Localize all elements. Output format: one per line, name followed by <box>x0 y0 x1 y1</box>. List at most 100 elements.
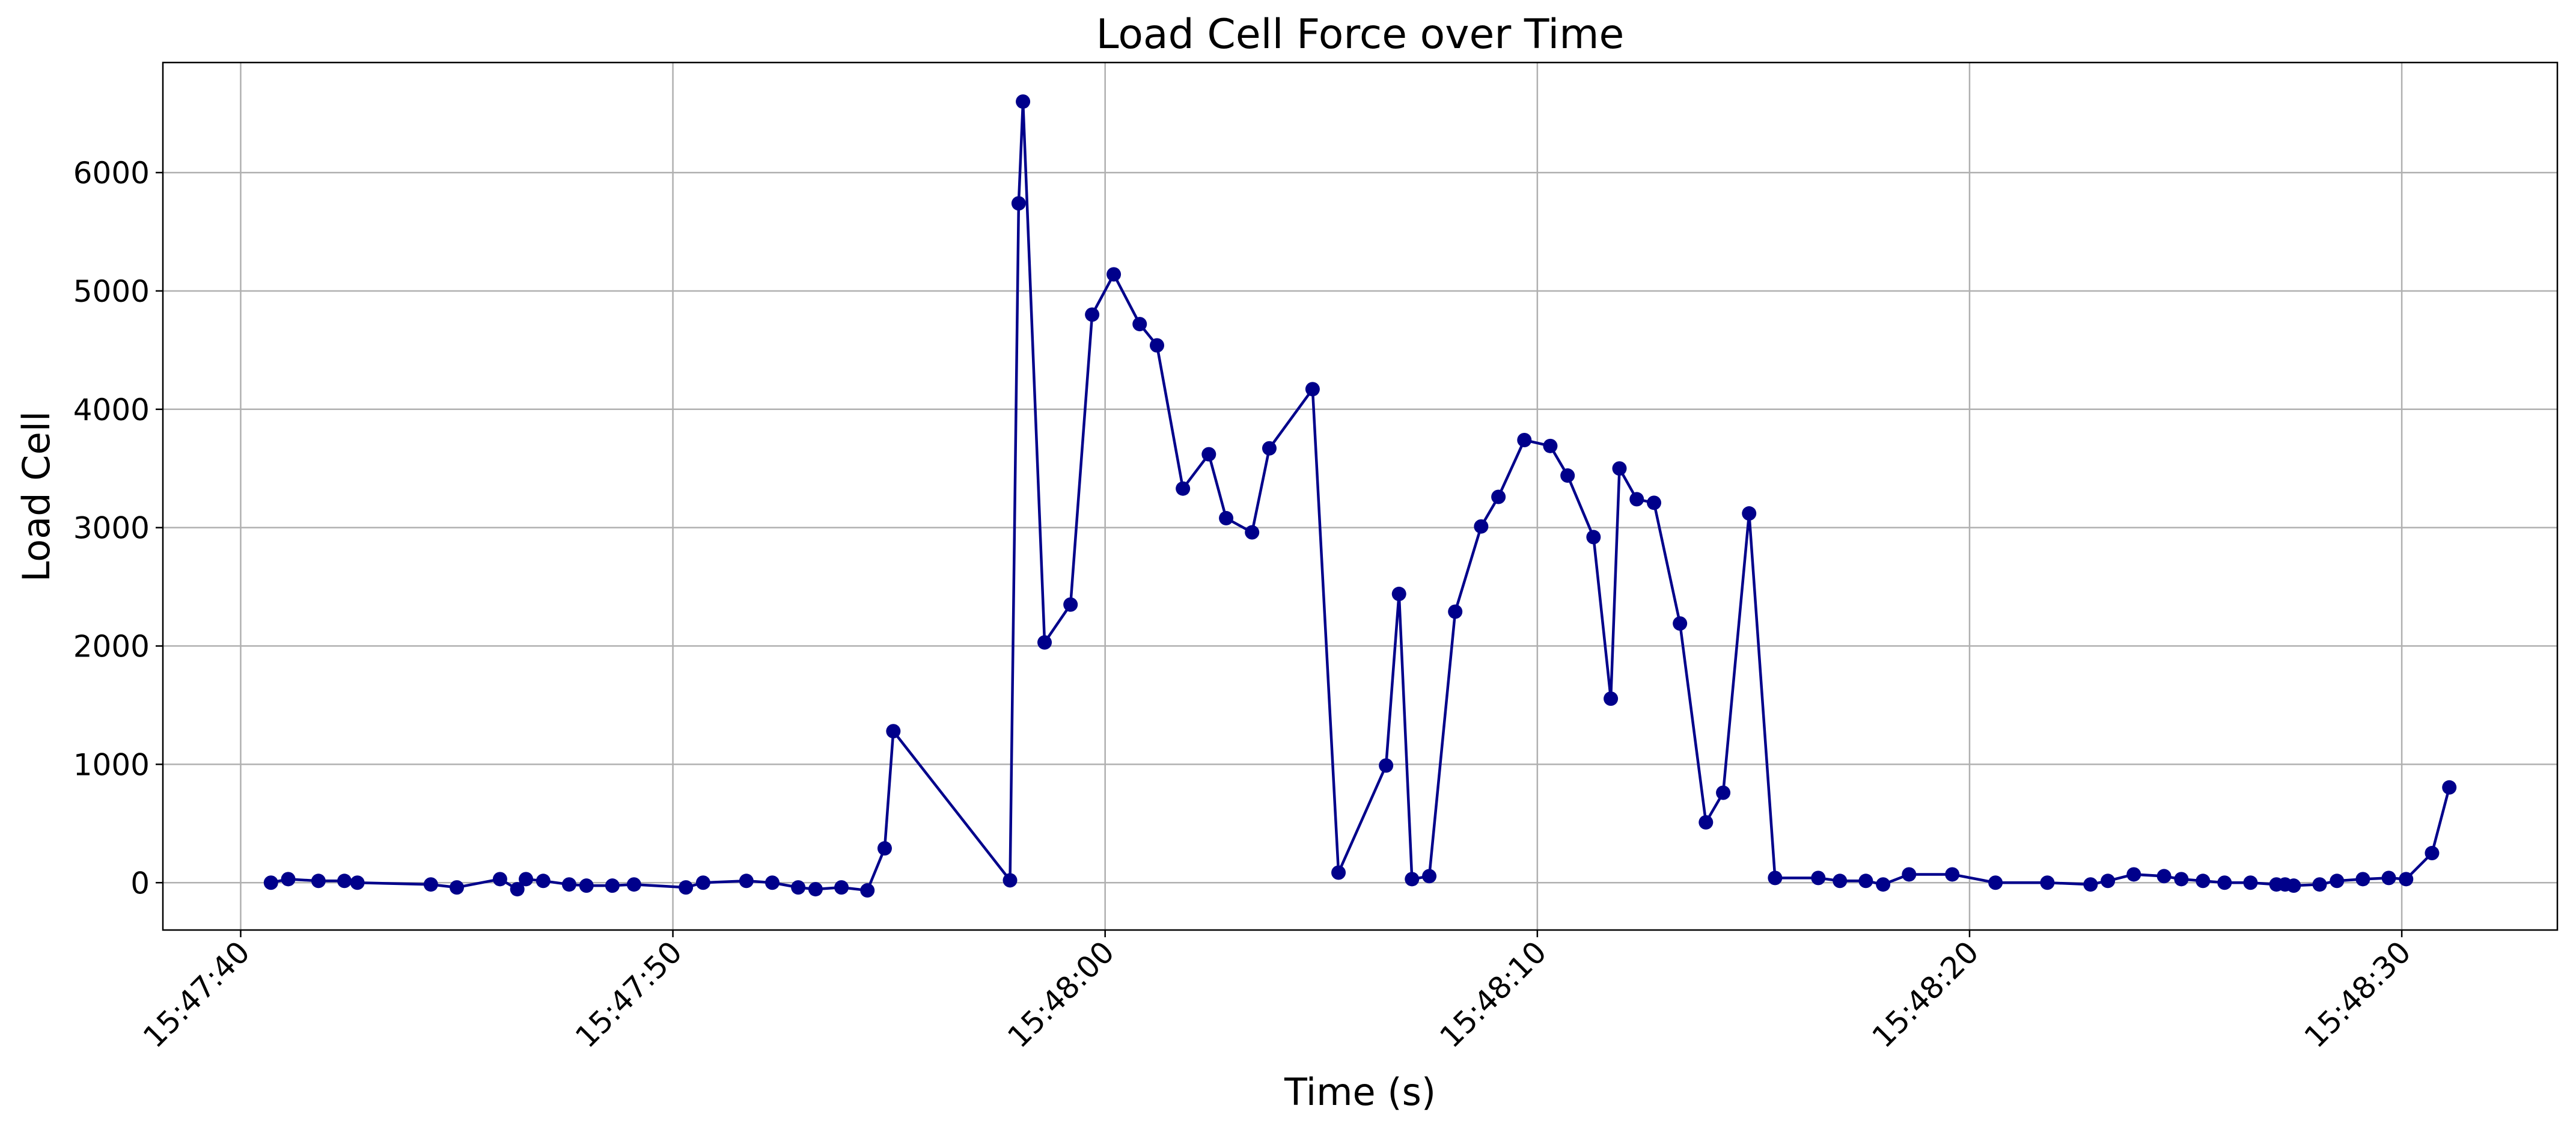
data-point <box>1305 382 1320 397</box>
data-point <box>1876 877 1891 892</box>
data-point <box>2355 872 2370 887</box>
data-point <box>1742 506 1757 521</box>
data-point <box>350 875 365 890</box>
data-point <box>1201 447 1216 462</box>
data-point <box>1586 530 1601 545</box>
data-point <box>1016 94 1031 109</box>
data-point <box>605 878 620 893</box>
data-point <box>2126 867 2141 882</box>
data-point <box>1612 461 1627 476</box>
data-point <box>1716 785 1731 800</box>
data-point <box>1560 468 1575 483</box>
data-point <box>834 880 849 895</box>
data-point <box>1517 432 1532 447</box>
data-point <box>337 874 352 889</box>
data-point <box>1604 691 1619 706</box>
x-tick-label: 15:48:10 <box>1433 934 1554 1054</box>
data-point <box>510 882 525 897</box>
data-point <box>2083 877 2098 892</box>
data-point <box>2101 874 2116 889</box>
data-point <box>695 875 710 890</box>
data-point <box>1902 867 1917 882</box>
data-point <box>791 880 806 895</box>
series-load-cell <box>263 94 2457 898</box>
y-axis-ticks: 0 1000 2000 3000 4000 5000 6000 <box>73 156 163 901</box>
data-point <box>423 877 438 892</box>
data-point <box>2243 875 2258 890</box>
data-point <box>2286 878 2301 893</box>
data-point <box>1647 495 1662 510</box>
data-point <box>579 878 594 893</box>
data-point <box>1491 489 1506 504</box>
data-point <box>1063 597 1078 612</box>
data-point <box>281 872 296 887</box>
data-point <box>2399 872 2414 887</box>
data-point <box>561 877 576 892</box>
x-axis-label: Time (s) <box>1284 1070 1436 1114</box>
data-point <box>877 841 892 856</box>
grid <box>163 63 2557 930</box>
data-point <box>2312 877 2327 892</box>
data-point <box>1858 874 1873 889</box>
data-point <box>450 880 465 895</box>
data-point <box>263 875 278 890</box>
data-point <box>1132 317 1147 332</box>
data-point <box>2381 871 2396 886</box>
series-line <box>270 100 2451 892</box>
data-point <box>1448 604 1463 619</box>
data-point <box>1176 481 1191 496</box>
data-point <box>1629 492 1644 507</box>
data-point <box>765 875 780 890</box>
chart-title: Load Cell Force over Time <box>1096 11 1625 58</box>
y-tick-label: 2000 <box>73 629 150 664</box>
data-point <box>1833 874 1848 889</box>
data-point <box>739 874 754 889</box>
data-point <box>1405 872 1420 887</box>
y-tick-label: 5000 <box>73 274 150 309</box>
data-point <box>2425 846 2440 861</box>
data-point <box>1219 510 1234 525</box>
data-point <box>2196 874 2211 889</box>
data-point <box>492 872 507 887</box>
data-point <box>2174 872 2189 887</box>
y-tick-label: 3000 <box>73 511 150 546</box>
data-point <box>1085 307 1100 322</box>
data-point <box>1699 815 1714 830</box>
data-point <box>626 877 641 892</box>
data-point <box>886 724 901 739</box>
y-tick-label: 4000 <box>73 393 150 427</box>
data-point <box>1331 865 1346 880</box>
x-tick-label: 15:48:30 <box>2298 934 2418 1054</box>
data-point <box>1543 438 1558 453</box>
data-point <box>519 872 534 887</box>
x-tick-label: 15:48:00 <box>1001 934 1121 1054</box>
x-tick-label: 15:47:50 <box>569 934 689 1054</box>
y-tick-label: 1000 <box>73 747 150 782</box>
data-point <box>1768 871 1783 886</box>
data-point <box>536 874 551 889</box>
data-point <box>808 882 823 897</box>
plot-frame <box>162 61 2559 931</box>
data-point <box>1037 635 1052 650</box>
data-point <box>1011 196 1026 211</box>
data-point <box>1422 869 1437 884</box>
data-point <box>2156 869 2172 884</box>
data-point <box>1391 586 1406 601</box>
data-point <box>1673 616 1688 631</box>
data-point <box>1474 519 1489 534</box>
data-point <box>2330 874 2345 889</box>
data-point <box>1945 867 1960 882</box>
y-tick-label: 6000 <box>73 156 150 191</box>
data-point <box>2442 780 2457 795</box>
data-point <box>679 880 694 895</box>
data-point <box>1379 758 1394 773</box>
y-axis-label: Load Cell <box>14 411 58 582</box>
data-point <box>1988 875 2003 890</box>
data-point <box>860 883 875 898</box>
x-axis-ticks: 15:47:40 15:47:50 15:48:00 15:48:10 15:48:20… <box>136 930 2418 1054</box>
data-point <box>1003 873 1018 888</box>
data-point <box>1150 338 1165 353</box>
data-point <box>2217 875 2232 890</box>
x-tick-label: 15:47:40 <box>136 934 257 1054</box>
data-point <box>1262 441 1277 456</box>
